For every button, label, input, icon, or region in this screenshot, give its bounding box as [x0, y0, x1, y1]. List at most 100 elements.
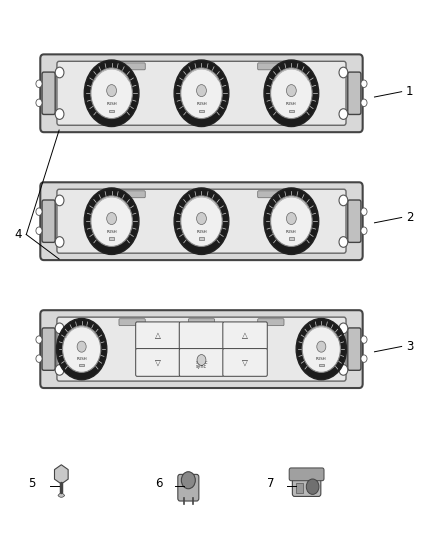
Text: 7: 7 — [267, 477, 275, 490]
Circle shape — [361, 355, 367, 362]
FancyBboxPatch shape — [57, 61, 346, 125]
Circle shape — [36, 208, 42, 215]
Circle shape — [91, 196, 132, 246]
Circle shape — [36, 80, 42, 87]
FancyBboxPatch shape — [348, 200, 361, 243]
FancyBboxPatch shape — [258, 319, 284, 326]
FancyBboxPatch shape — [289, 468, 324, 481]
FancyBboxPatch shape — [42, 200, 55, 243]
Circle shape — [181, 196, 222, 246]
Circle shape — [36, 99, 42, 107]
FancyBboxPatch shape — [223, 322, 267, 350]
Circle shape — [361, 336, 367, 343]
Circle shape — [339, 365, 348, 375]
FancyBboxPatch shape — [40, 182, 363, 260]
Circle shape — [55, 237, 64, 247]
FancyBboxPatch shape — [188, 319, 215, 326]
Circle shape — [264, 188, 319, 254]
FancyBboxPatch shape — [40, 310, 363, 388]
FancyBboxPatch shape — [57, 317, 346, 381]
Text: sync: sync — [195, 360, 208, 365]
Circle shape — [174, 60, 229, 126]
FancyBboxPatch shape — [42, 72, 55, 115]
Text: PUSH: PUSH — [196, 102, 207, 106]
Text: ▽: ▽ — [242, 358, 248, 367]
FancyBboxPatch shape — [57, 189, 346, 253]
Bar — [319, 364, 324, 366]
Circle shape — [181, 68, 222, 118]
Text: △: △ — [242, 332, 248, 340]
Circle shape — [91, 68, 132, 118]
FancyBboxPatch shape — [258, 63, 284, 70]
Circle shape — [84, 60, 139, 126]
FancyBboxPatch shape — [348, 72, 361, 115]
Bar — [199, 238, 204, 240]
Wedge shape — [58, 492, 65, 497]
FancyBboxPatch shape — [42, 328, 55, 370]
Circle shape — [197, 213, 206, 224]
Text: PUSH: PUSH — [106, 230, 117, 234]
FancyBboxPatch shape — [188, 191, 215, 198]
Text: 6: 6 — [155, 477, 162, 490]
FancyBboxPatch shape — [179, 322, 224, 350]
FancyBboxPatch shape — [188, 63, 215, 70]
FancyBboxPatch shape — [119, 319, 145, 326]
FancyBboxPatch shape — [119, 191, 145, 198]
Circle shape — [271, 68, 312, 118]
Circle shape — [107, 85, 117, 96]
Text: PUSH: PUSH — [286, 102, 297, 106]
Circle shape — [286, 85, 296, 96]
FancyBboxPatch shape — [40, 54, 363, 132]
Text: PUSH: PUSH — [286, 230, 297, 234]
Circle shape — [361, 80, 367, 87]
Circle shape — [84, 188, 139, 254]
Text: 2: 2 — [406, 211, 413, 224]
FancyBboxPatch shape — [223, 349, 267, 376]
Circle shape — [306, 479, 319, 495]
FancyBboxPatch shape — [136, 322, 180, 350]
FancyBboxPatch shape — [258, 191, 284, 198]
Bar — [79, 364, 84, 366]
FancyBboxPatch shape — [293, 471, 321, 496]
FancyBboxPatch shape — [348, 328, 361, 370]
Bar — [289, 238, 294, 240]
Circle shape — [339, 323, 348, 334]
Circle shape — [361, 99, 367, 107]
Text: 3: 3 — [406, 340, 413, 353]
Text: PUSH: PUSH — [106, 102, 117, 106]
Circle shape — [77, 341, 86, 352]
Circle shape — [317, 341, 326, 352]
Circle shape — [57, 319, 107, 379]
FancyBboxPatch shape — [136, 349, 180, 376]
Circle shape — [339, 109, 348, 119]
Circle shape — [264, 60, 319, 126]
Text: PUSH: PUSH — [316, 357, 327, 361]
FancyBboxPatch shape — [179, 349, 224, 376]
Circle shape — [296, 319, 346, 379]
Bar — [296, 483, 303, 492]
Bar — [199, 110, 204, 112]
Text: 5: 5 — [28, 477, 35, 490]
Text: PUSH: PUSH — [76, 357, 87, 361]
Circle shape — [339, 67, 348, 78]
Circle shape — [174, 188, 229, 254]
Circle shape — [339, 237, 348, 247]
Circle shape — [197, 85, 206, 96]
Circle shape — [36, 355, 42, 362]
Circle shape — [55, 67, 64, 78]
Circle shape — [55, 109, 64, 119]
Text: 1: 1 — [406, 85, 413, 98]
Bar — [109, 110, 114, 112]
Circle shape — [197, 354, 206, 366]
Circle shape — [286, 213, 296, 224]
Circle shape — [107, 213, 117, 224]
Bar — [109, 238, 114, 240]
Circle shape — [55, 365, 64, 375]
Circle shape — [63, 326, 101, 373]
Text: 4: 4 — [14, 228, 22, 241]
Circle shape — [181, 472, 195, 489]
Circle shape — [55, 195, 64, 206]
Circle shape — [361, 208, 367, 215]
Text: sync: sync — [196, 365, 207, 369]
Bar — [289, 110, 294, 112]
